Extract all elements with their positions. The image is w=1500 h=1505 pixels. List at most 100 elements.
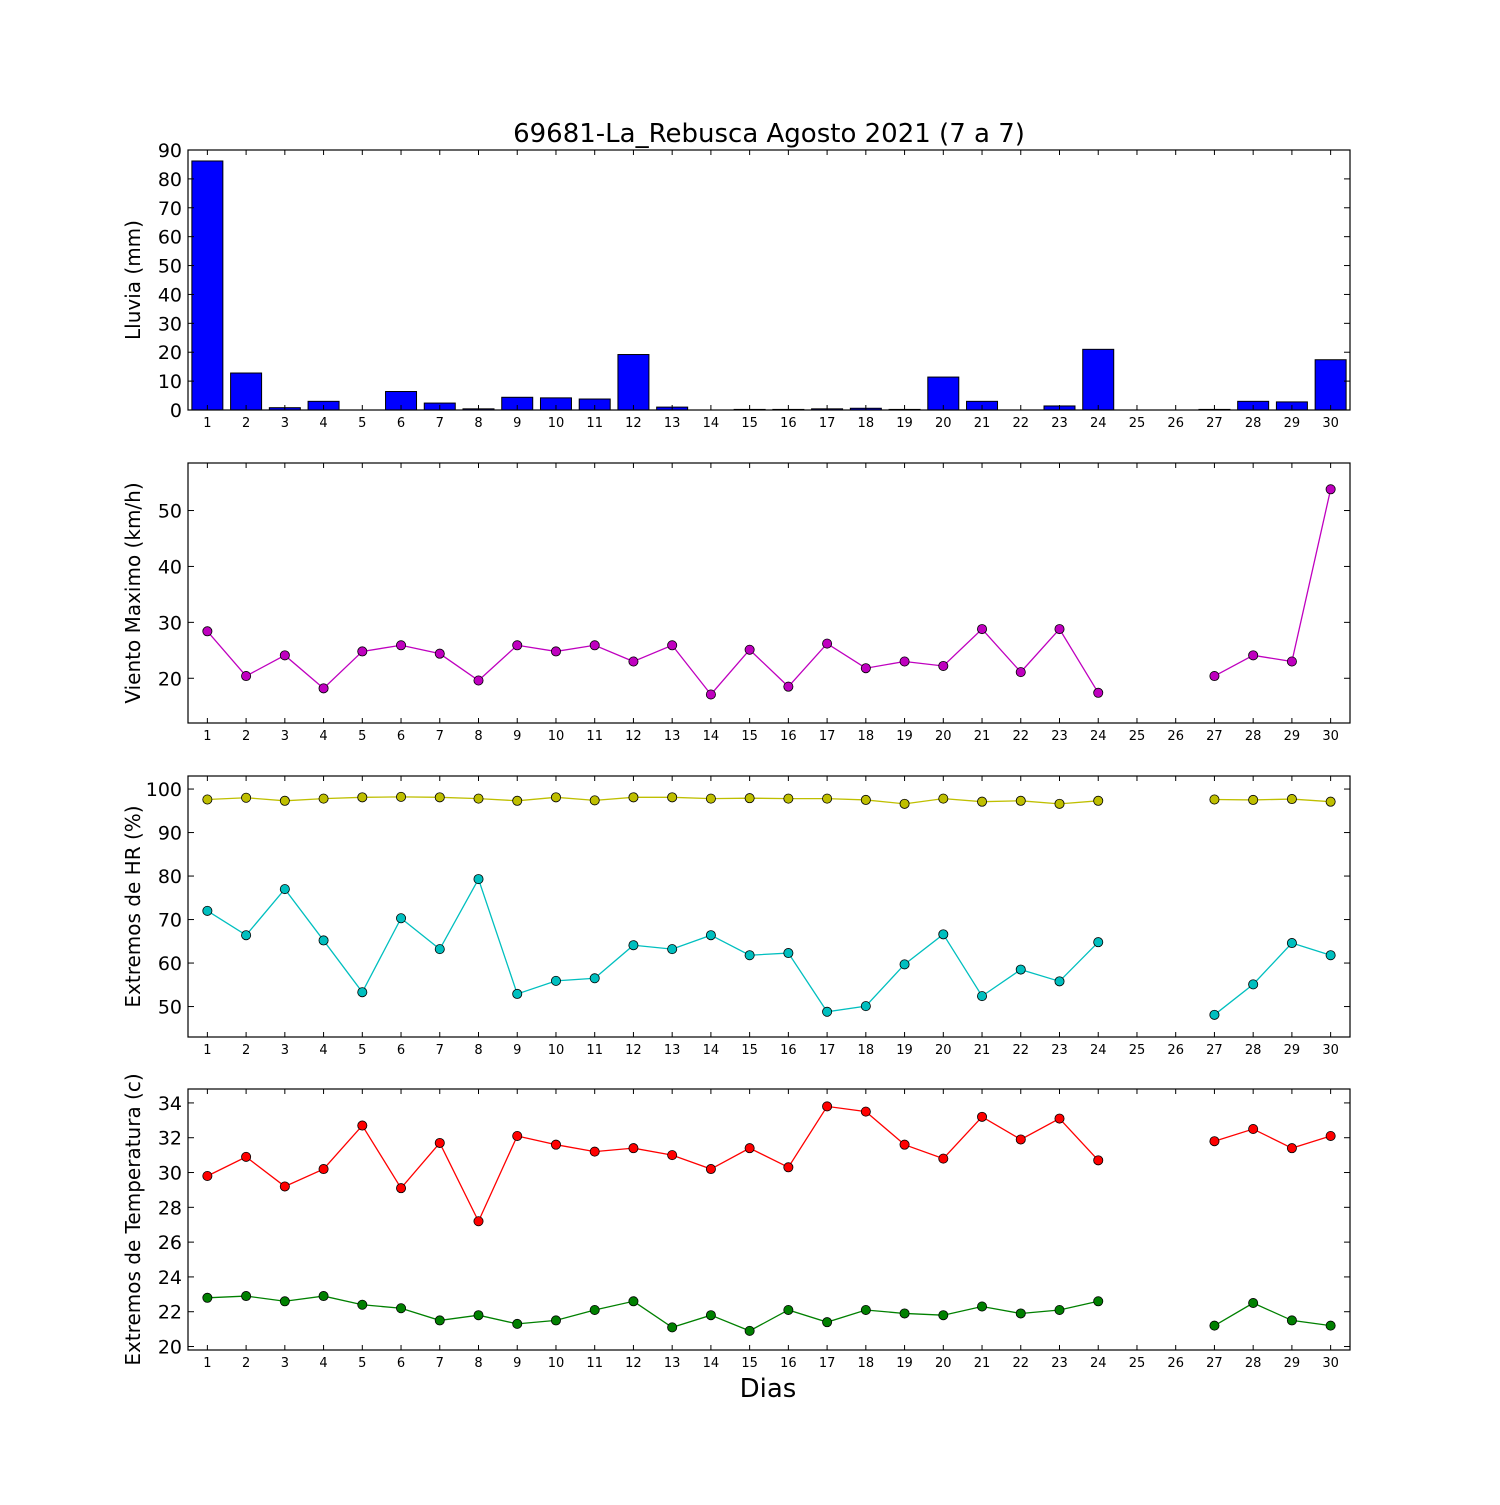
series-2-point-day-9 <box>512 1318 523 1329</box>
series-1-point-day-2 <box>241 1151 252 1162</box>
xtick-label: 12 <box>625 729 642 744</box>
ytick-label: 90 <box>158 823 182 845</box>
xtick-label: 3 <box>281 416 289 431</box>
series-2-point-day-23 <box>1054 1304 1065 1315</box>
xtick-label: 13 <box>664 1043 681 1058</box>
series-1-point-day-2 <box>241 671 252 682</box>
series-1-point-day-17 <box>822 793 833 804</box>
ytick-label: 50 <box>158 256 182 278</box>
xtick-label: 11 <box>586 1043 603 1058</box>
series-1-point-day-7 <box>434 792 445 803</box>
xtick-label: 26 <box>1167 1356 1184 1371</box>
series-1-point-day-20 <box>938 793 949 804</box>
series-1-point-day-8 <box>473 793 484 804</box>
xtick-label: 12 <box>625 1356 642 1371</box>
xtick-label: 8 <box>474 1356 482 1371</box>
series-1-point-day-6 <box>396 1183 407 1194</box>
series-2-point-day-14 <box>705 1310 716 1321</box>
xtick-label: 3 <box>281 1356 289 1371</box>
ytick-label: 80 <box>158 866 182 888</box>
xtick-label: 26 <box>1167 416 1184 431</box>
series-1-point-day-11 <box>589 640 600 651</box>
series-1-point-day-27 <box>1209 1136 1220 1147</box>
xtick-label: 8 <box>474 729 482 744</box>
xtick-label: 27 <box>1206 1356 1223 1371</box>
series-1-point-day-5 <box>357 646 368 657</box>
series-2-point-day-12 <box>628 940 639 951</box>
xtick-label: 25 <box>1129 1356 1146 1371</box>
ytick-label: 20 <box>158 668 182 690</box>
ytick-label: 34 <box>158 1093 182 1115</box>
xtick-label: 14 <box>703 729 720 744</box>
series-1-point-day-2 <box>241 792 252 803</box>
xtick-label: 20 <box>935 729 952 744</box>
rain-bar-day-1 <box>191 160 224 411</box>
series-1-point-day-9 <box>512 640 523 651</box>
xtick-label: 4 <box>319 1356 327 1371</box>
series-1-point-day-7 <box>434 648 445 659</box>
series-2-point-day-9 <box>512 988 523 999</box>
series-1-point-day-18 <box>860 794 871 805</box>
series-1-point-day-30 <box>1325 484 1336 495</box>
series-1-point-day-22 <box>1015 1134 1026 1145</box>
xtick-label: 5 <box>358 729 366 744</box>
xtick-label: 28 <box>1245 1043 1262 1058</box>
ytick-label: 10 <box>158 371 182 393</box>
series-1-point-day-27 <box>1209 671 1220 682</box>
xtick-label: 9 <box>513 729 521 744</box>
xtick-label: 23 <box>1051 416 1068 431</box>
xtick-label: 14 <box>703 1356 720 1371</box>
xtick-label: 12 <box>625 416 642 431</box>
ytick-label: 20 <box>158 342 182 364</box>
xtick-label: 9 <box>513 416 521 431</box>
ytick-label: 22 <box>158 1302 182 1324</box>
xtick-label: 23 <box>1051 1043 1068 1058</box>
xtick-label: 30 <box>1322 1356 1339 1371</box>
series-1-line <box>207 796 1099 805</box>
xtick-label: 11 <box>586 1356 603 1371</box>
series-1-point-day-5 <box>357 1120 368 1131</box>
xtick-label: 9 <box>513 1043 521 1058</box>
series-1-point-day-13 <box>667 1150 678 1161</box>
series-2-point-day-8 <box>473 874 484 885</box>
series-1-point-day-23 <box>1054 798 1065 809</box>
series-2-point-day-24 <box>1093 937 1104 948</box>
xtick-label: 1 <box>203 1356 211 1371</box>
series-2-point-day-2 <box>241 1291 252 1302</box>
xtick-label: 3 <box>281 729 289 744</box>
series-1-point-day-19 <box>899 656 910 667</box>
series-1-point-day-14 <box>705 689 716 700</box>
series-2-point-day-24 <box>1093 1296 1104 1307</box>
xtick-label: 4 <box>319 729 327 744</box>
xtick-label: 25 <box>1129 729 1146 744</box>
xtick-label: 28 <box>1245 729 1262 744</box>
series-2-point-day-19 <box>899 959 910 970</box>
xtick-label: 22 <box>1012 1043 1029 1058</box>
series-1-point-day-11 <box>589 1146 600 1157</box>
xtick-label: 29 <box>1284 729 1301 744</box>
xtick-label: 8 <box>474 416 482 431</box>
xtick-label: 15 <box>741 1043 758 1058</box>
series-2-point-day-16 <box>783 1304 794 1315</box>
series-2-point-day-16 <box>783 948 794 959</box>
series-1-point-day-10 <box>550 646 561 657</box>
xtick-label: 16 <box>780 1043 797 1058</box>
xtick-label: 24 <box>1090 1043 1107 1058</box>
xtick-label: 20 <box>935 416 952 431</box>
xtick-label: 13 <box>664 416 681 431</box>
xtick-label: 17 <box>819 416 836 431</box>
series-2-point-day-28 <box>1248 1298 1259 1309</box>
series-1-point-day-13 <box>667 640 678 651</box>
series-2-point-day-5 <box>357 1299 368 1310</box>
ytick-label: 60 <box>158 953 182 975</box>
series-1-point-day-19 <box>899 798 910 809</box>
series-2-point-day-15 <box>744 1325 755 1336</box>
series-1-point-day-20 <box>938 1153 949 1164</box>
series-2-point-day-22 <box>1015 1308 1026 1319</box>
series-1-point-day-4 <box>318 793 329 804</box>
xtick-label: 1 <box>203 416 211 431</box>
series-1-point-day-6 <box>396 640 407 651</box>
xtick-label: 9 <box>513 1356 521 1371</box>
series-2-point-day-27 <box>1209 1320 1220 1331</box>
xtick-label: 19 <box>896 729 913 744</box>
